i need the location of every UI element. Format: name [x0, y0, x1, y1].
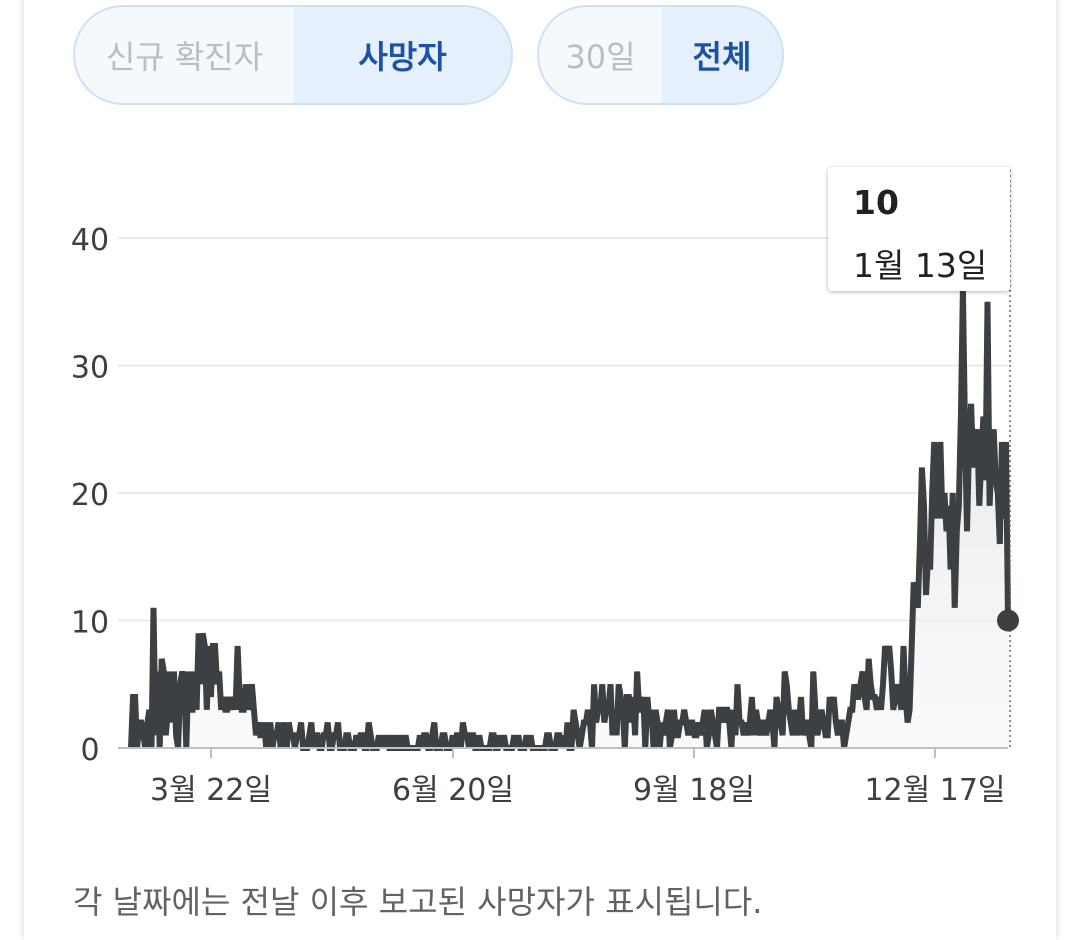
- x-tick-label: 9월 18일: [633, 773, 755, 808]
- range-toggle: 30일 전체: [537, 5, 784, 105]
- y-tick-label: 40: [71, 223, 109, 258]
- highlight-point[interactable]: [997, 609, 1019, 632]
- x-tick-label: 3월 22일: [150, 773, 272, 808]
- x-tick-label: 12월 17일: [864, 773, 1005, 808]
- range-30-days-option[interactable]: 30일: [565, 38, 636, 76]
- area-fill: [131, 289, 1008, 748]
- metric-toggle: 신규 확진자 사망자: [73, 5, 513, 105]
- y-tick-label: 10: [71, 606, 109, 641]
- y-tick-label: 0: [80, 733, 99, 768]
- data-tooltip: 10 1월 13일: [828, 167, 1010, 291]
- series-line: [128, 288, 1011, 751]
- y-tick-label: 20: [71, 478, 109, 513]
- new-cases-option[interactable]: 신규 확진자: [105, 38, 264, 76]
- deaths-option[interactable]: 사망자: [294, 7, 511, 103]
- y-tick-label: 30: [71, 351, 109, 386]
- deaths-line-chart[interactable]: 0 10 20 30 40 3월 22일 6월 20일 9월 18일 12월 17일: [0, 0, 1080, 921]
- tooltip-date: 1월 13일: [853, 246, 988, 285]
- chart-footnote: 각 날짜에는 전날 이후 보고된 사망자가 표시됩니다.: [73, 883, 763, 921]
- tooltip-value: 10: [853, 183, 899, 222]
- x-tick-label: 6월 20일: [392, 773, 514, 808]
- chart-card: [24, 0, 1056, 940]
- range-all-option[interactable]: 전체: [662, 7, 782, 103]
